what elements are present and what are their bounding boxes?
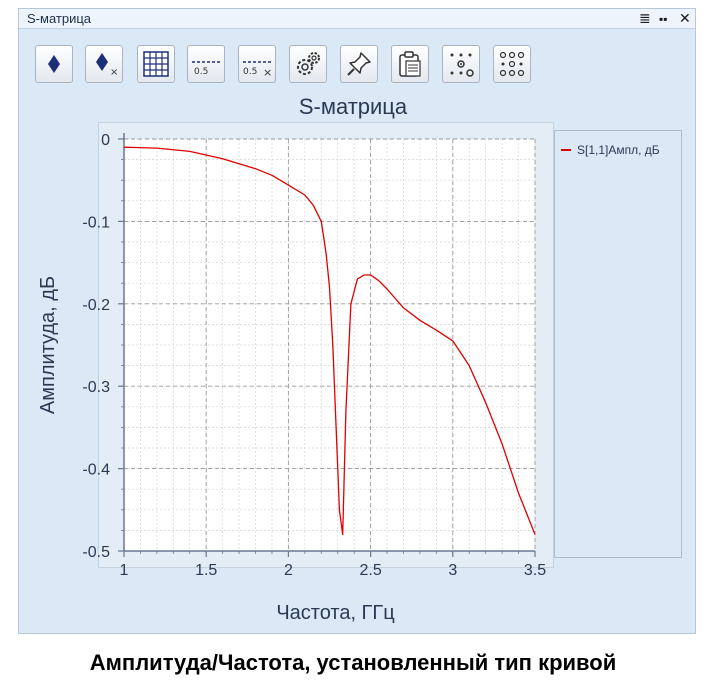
diamond-marker-icon xyxy=(48,55,60,73)
y-tick-label: -0.1 xyxy=(82,214,110,231)
settings-icon xyxy=(297,52,320,75)
x-tick-label: 3 xyxy=(448,562,457,579)
y-tick-label: -0.2 xyxy=(82,297,110,314)
legend-swatch xyxy=(561,149,571,151)
x-tick-label: 1.5 xyxy=(195,562,217,579)
dots-layout-icon xyxy=(450,53,474,77)
y-axis-label: Амплитуда, дБ xyxy=(37,276,59,414)
x-tick-label: 2.5 xyxy=(359,562,381,579)
add-marker-button[interactable] xyxy=(35,45,73,83)
pin-icon xyxy=(347,52,371,76)
svg-text:0.5: 0.5 xyxy=(194,67,208,77)
y-tick-label: -0.5 xyxy=(82,544,110,561)
remove-level-line-button[interactable]: 0.5 × xyxy=(238,45,276,83)
close-icon[interactable]: ✕ xyxy=(679,10,691,26)
svg-text:×: × xyxy=(263,66,272,78)
x-tick-label: 2 xyxy=(284,562,293,579)
legend-label: S[1,1]Ампл, дБ xyxy=(577,143,660,157)
figure-caption: Амплитуда/Частота, установленный тип кри… xyxy=(89,650,617,675)
y-tick-label: 0 xyxy=(101,132,110,149)
markers-grid-button[interactable] xyxy=(493,45,531,83)
remove-marker-button[interactable]: × xyxy=(85,45,123,83)
window-title: S-матрица xyxy=(27,11,92,26)
y-tick-label: -0.4 xyxy=(82,462,110,479)
grid-icon[interactable]: ▪▪ xyxy=(659,12,668,26)
level-line-button[interactable]: 0.5 xyxy=(187,45,225,83)
pin-button[interactable] xyxy=(340,45,378,83)
x-tick-label: 1 xyxy=(120,562,129,579)
dots-grid-icon xyxy=(499,51,525,77)
level-line-icon: 0.5 xyxy=(192,61,220,77)
markers-layout-button[interactable] xyxy=(442,45,480,83)
clipboard-button[interactable] xyxy=(391,45,429,83)
window-titlebar: S-матрица ≣ ▪▪ ✕ xyxy=(19,9,695,29)
list-icon[interactable]: ≣ xyxy=(639,10,651,26)
legend-entry: S[1,1]Ампл, дБ xyxy=(561,143,660,157)
clipboard-icon xyxy=(399,51,421,77)
chart-legend: S[1,1]Ампл, дБ xyxy=(554,130,682,558)
table-button[interactable] xyxy=(137,45,175,83)
x-axis-label: Частота, ГГц xyxy=(276,602,394,624)
level-line-remove-icon: 0.5 × xyxy=(243,61,272,78)
chart-title: S-матрица xyxy=(298,94,408,119)
series-line xyxy=(123,146,536,536)
svg-text:0.5: 0.5 xyxy=(243,67,257,77)
svg-text:×: × xyxy=(110,67,118,77)
y-tick-label: -0.3 xyxy=(82,379,110,396)
x-tick-label: 3.5 xyxy=(524,562,546,579)
diamond-marker-remove-icon: × xyxy=(96,53,118,77)
settings-button[interactable] xyxy=(289,45,327,83)
table-icon xyxy=(143,51,169,77)
